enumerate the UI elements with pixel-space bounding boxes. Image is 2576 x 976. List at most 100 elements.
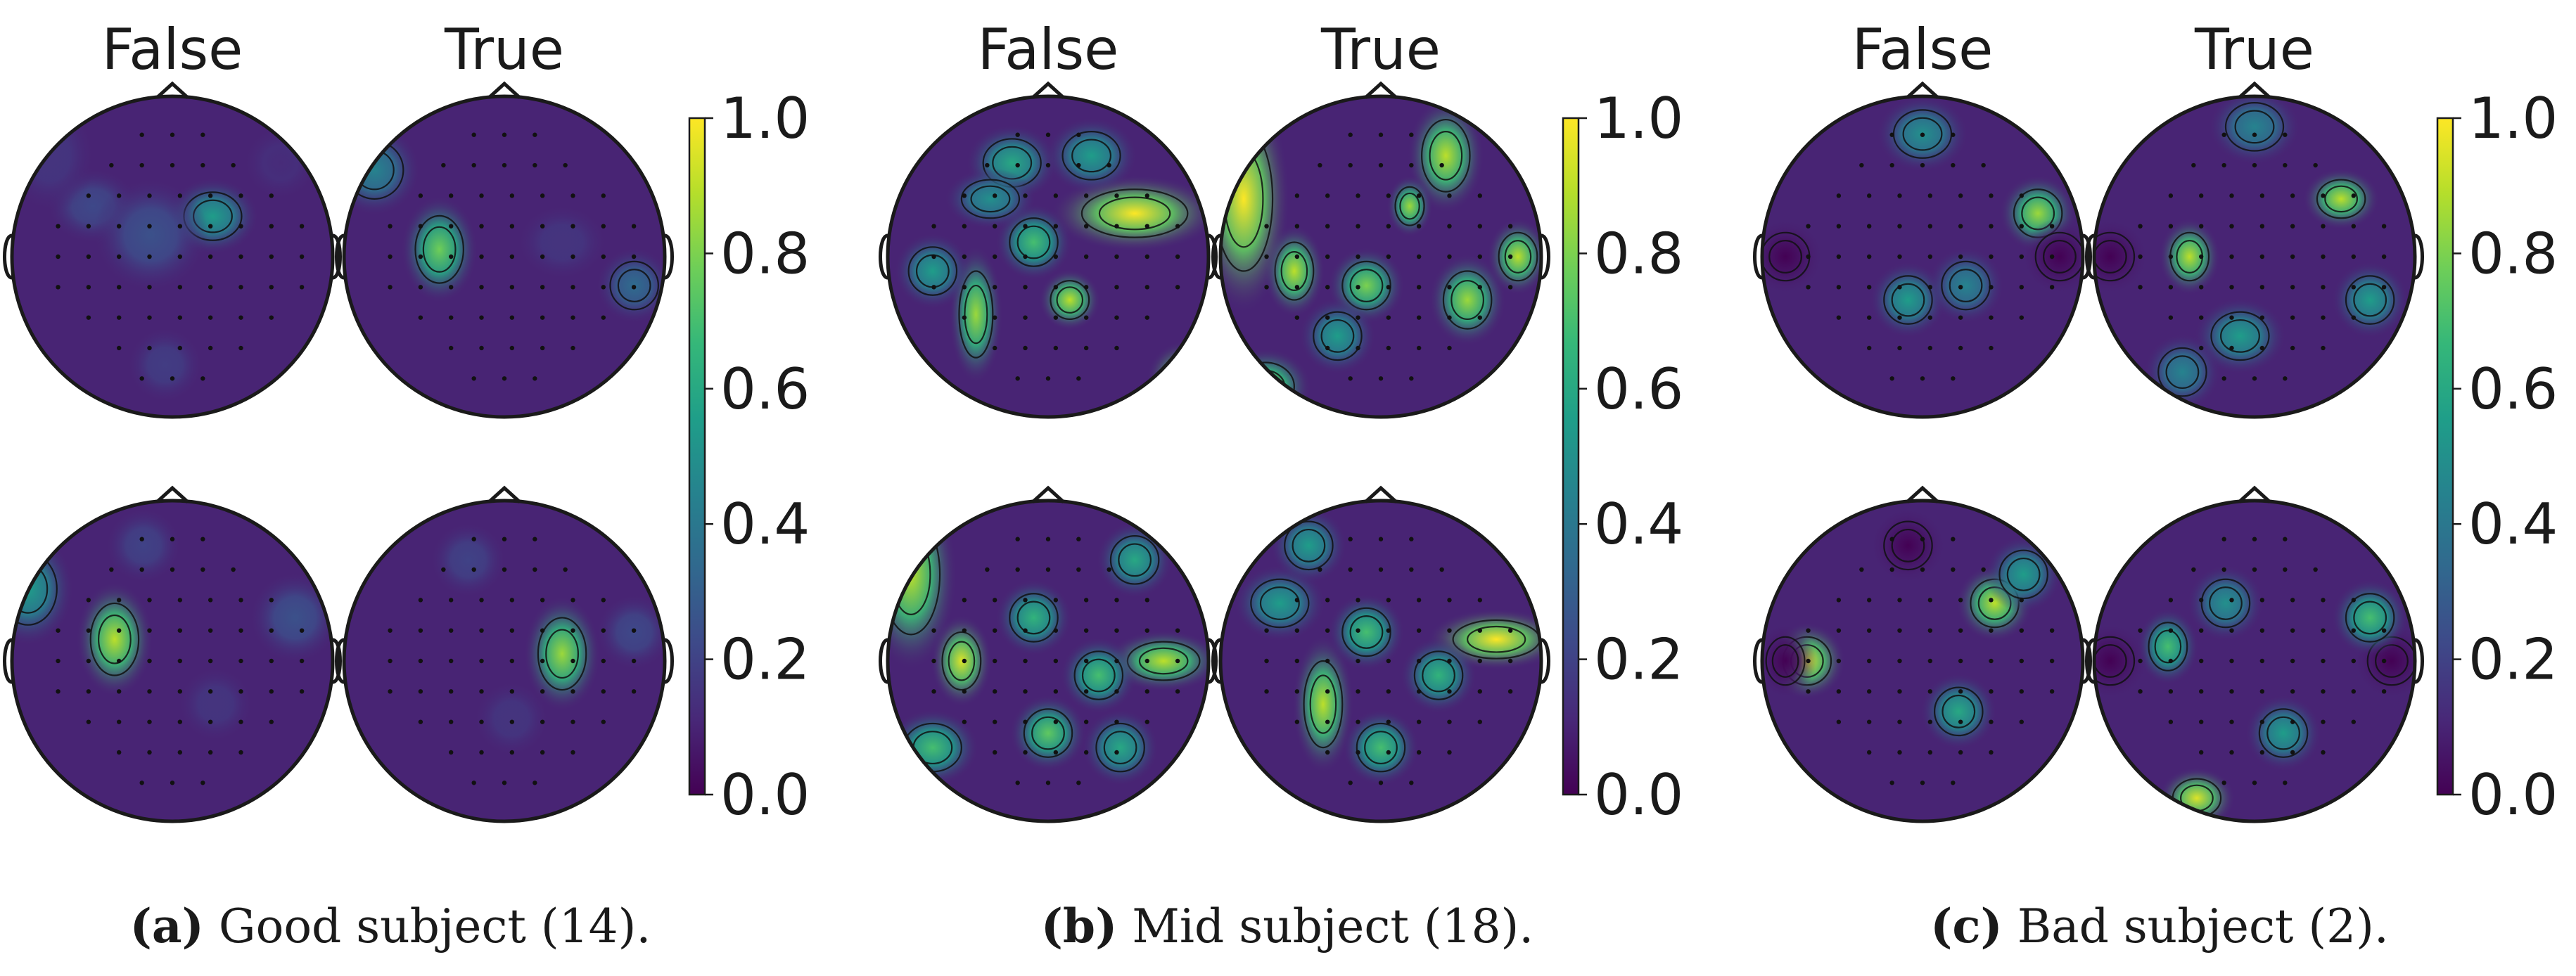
contour-line [1349,269,1384,302]
head-outline [879,485,1218,823]
electrode [1447,689,1452,694]
contour-line [1902,117,1943,151]
topomap-blob [400,195,478,304]
electrode [1144,254,1149,259]
contour-line [98,614,132,664]
topomap-blob [2208,96,2301,166]
electrode [1045,781,1051,785]
electrode [479,254,484,259]
electrode [992,598,997,603]
electrode [418,285,423,290]
electrode [2049,689,2055,694]
topomap-blob [1486,752,1541,821]
electrode [1989,285,1994,290]
contour-line [1098,196,1171,231]
electrode [1836,598,1842,603]
electrode [1409,162,1414,168]
electrode [139,376,144,381]
electrode [177,254,183,259]
nose-icon [1031,81,1065,99]
electrode [2229,193,2234,198]
electrode [533,781,537,785]
left-ear-icon [1211,233,1221,280]
electrode [2198,719,2204,724]
electrode [2168,628,2174,633]
topomap-r1-c2 [1211,81,1550,419]
electrode [177,719,183,724]
caption-body: Mid subject (18). [1132,899,1534,953]
topomap-blob [105,507,182,584]
electrode [1083,628,1089,633]
electrode [1416,750,1422,755]
electrode [502,781,507,785]
contour-line [414,214,464,284]
electrode [1989,628,1994,633]
topomap-r1-c2 [335,81,674,419]
electrode [1889,537,1894,541]
topomap-blob [1762,622,1816,700]
electrode [269,658,274,664]
caption-tag: (b) [1041,899,1118,953]
colorbar-tick-label: 0.8 [720,221,810,286]
electrode [2290,628,2295,633]
caption-tag: (c) [1930,899,2003,953]
electrode [1378,162,1384,168]
electrode [116,315,122,320]
head-outline [335,485,674,823]
electrode [2229,658,2234,664]
head-outline [2085,485,2424,823]
panel-caption: (b) Mid subject (18). [1041,899,1534,953]
electrode [299,254,305,259]
electrode [1015,132,1020,137]
electrode [1015,537,1020,541]
electrode [2351,315,2356,320]
electrode [170,781,175,785]
electrode [1507,628,1513,633]
electrode [962,193,967,198]
contour-line [617,269,651,302]
contour-line [1056,286,1084,314]
electrode [2321,689,2326,694]
topomap-blob [1147,340,1209,417]
contour-line [1309,674,1337,734]
electrode [1114,193,1119,198]
panels: False True 0.0 0.2 0.4 0.6 0.8 1.0 (a) Good subj… [3,17,2558,953]
electrode [1958,193,1963,198]
caption-tag: (a) [130,899,204,953]
electrode [570,254,575,259]
nose-icon [155,81,189,99]
head-circle [1218,94,1543,419]
electrode [177,598,183,603]
nose-icon [1364,485,1398,503]
electrode [1107,162,1111,168]
electrode [2168,315,2174,320]
caption-text [2003,899,2017,953]
electrode [931,285,936,290]
electrode [2229,689,2234,694]
electrode [2259,598,2265,603]
topomap-base [344,501,665,821]
electrode [1264,658,1269,664]
right-ear-icon [1208,638,1218,684]
contour-line [1500,766,1541,816]
electrode [147,224,152,229]
electrode [601,628,606,633]
electrode [418,254,423,259]
electrode [1114,345,1119,351]
left-ear-icon [2085,638,2095,684]
electrode [1409,781,1414,785]
electrode [1023,598,1028,603]
electrode [1447,285,1452,290]
electrode [2321,315,2326,320]
contour-line [2353,283,2387,317]
electrode [2259,750,2265,755]
electrode [86,598,91,603]
electrode [1507,254,1513,259]
contour-line [2316,179,2366,219]
electrode [1897,658,1902,664]
electrode-dots [1264,537,1513,785]
electrode [86,224,91,229]
colorbar-tick-label: 1.0 [720,86,810,151]
electrode [1989,598,1994,603]
electrode [2049,658,2055,664]
